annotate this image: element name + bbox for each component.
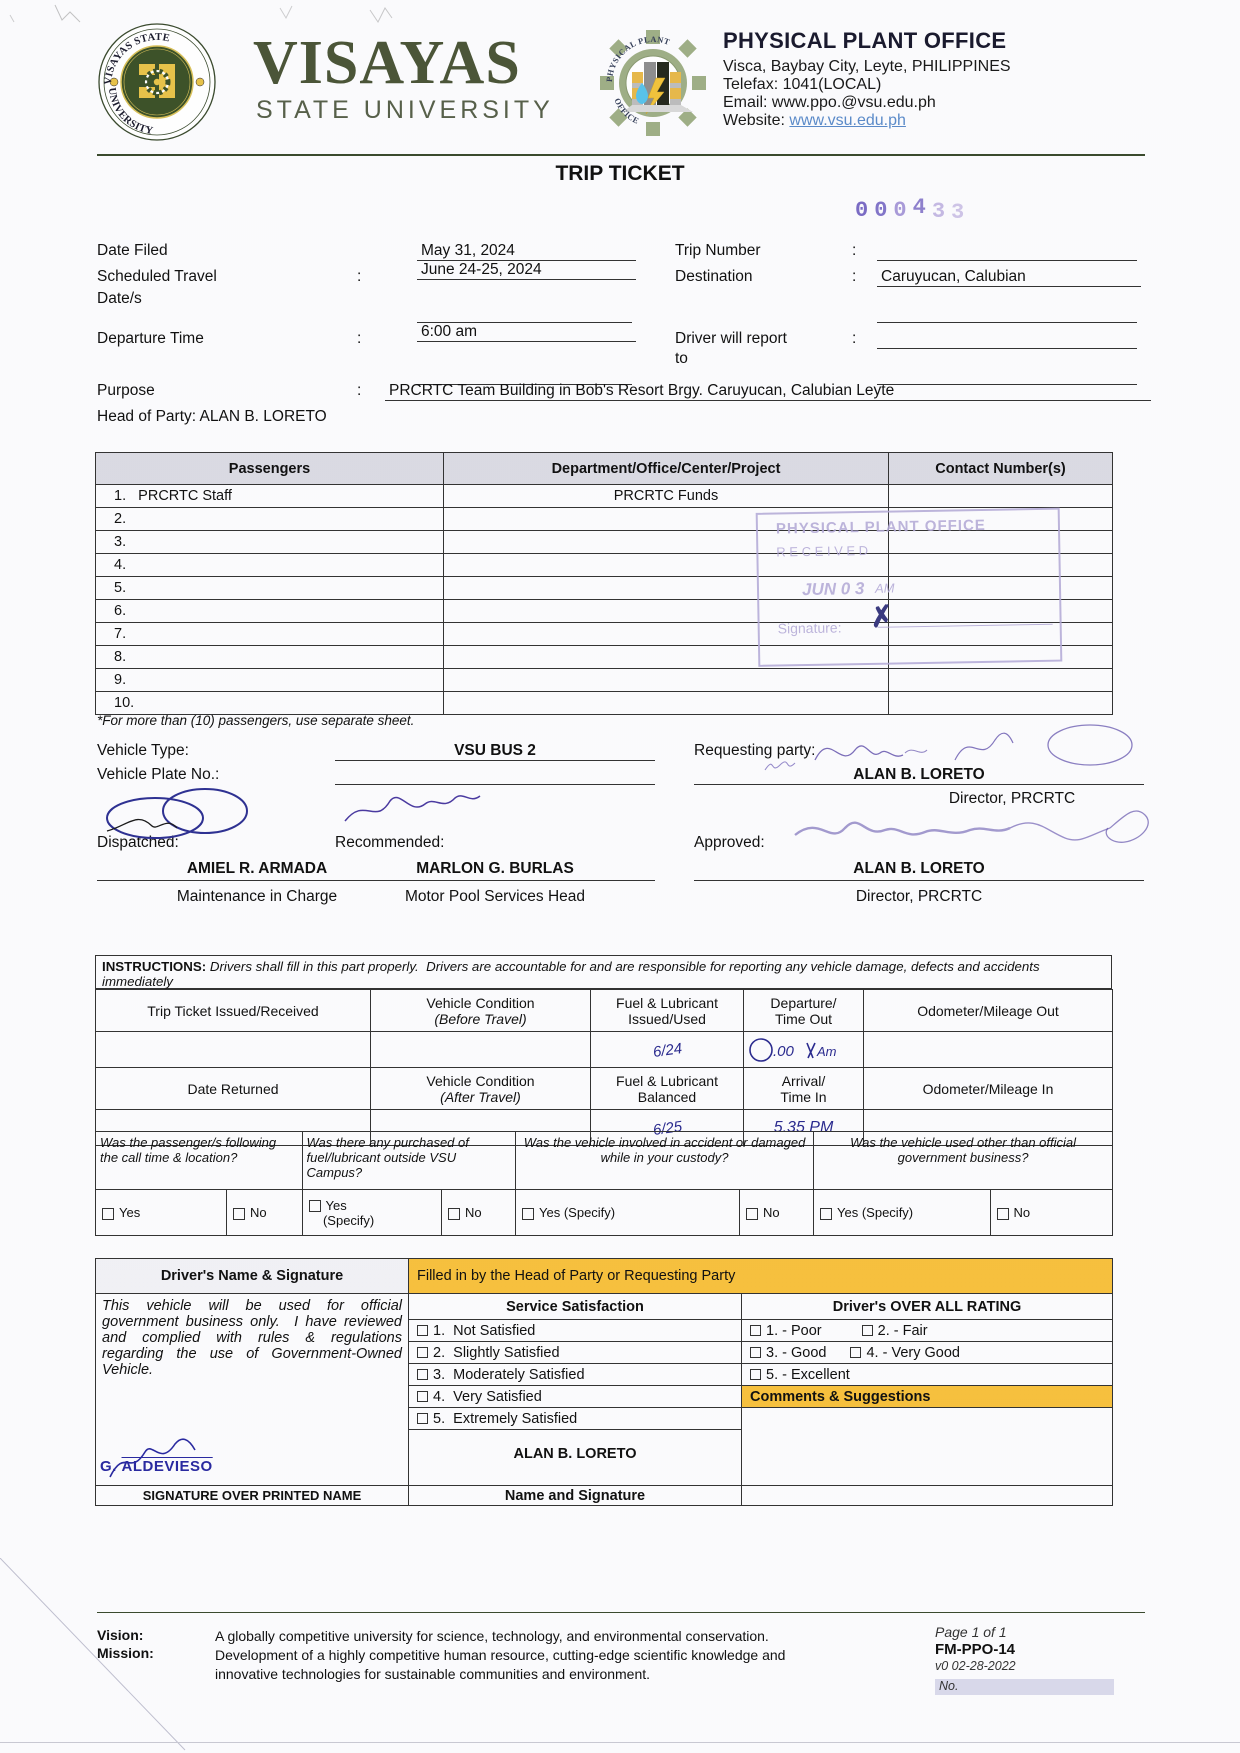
svg-text:Am: Am xyxy=(816,1044,837,1059)
svg-text:.00: .00 xyxy=(773,1043,795,1060)
